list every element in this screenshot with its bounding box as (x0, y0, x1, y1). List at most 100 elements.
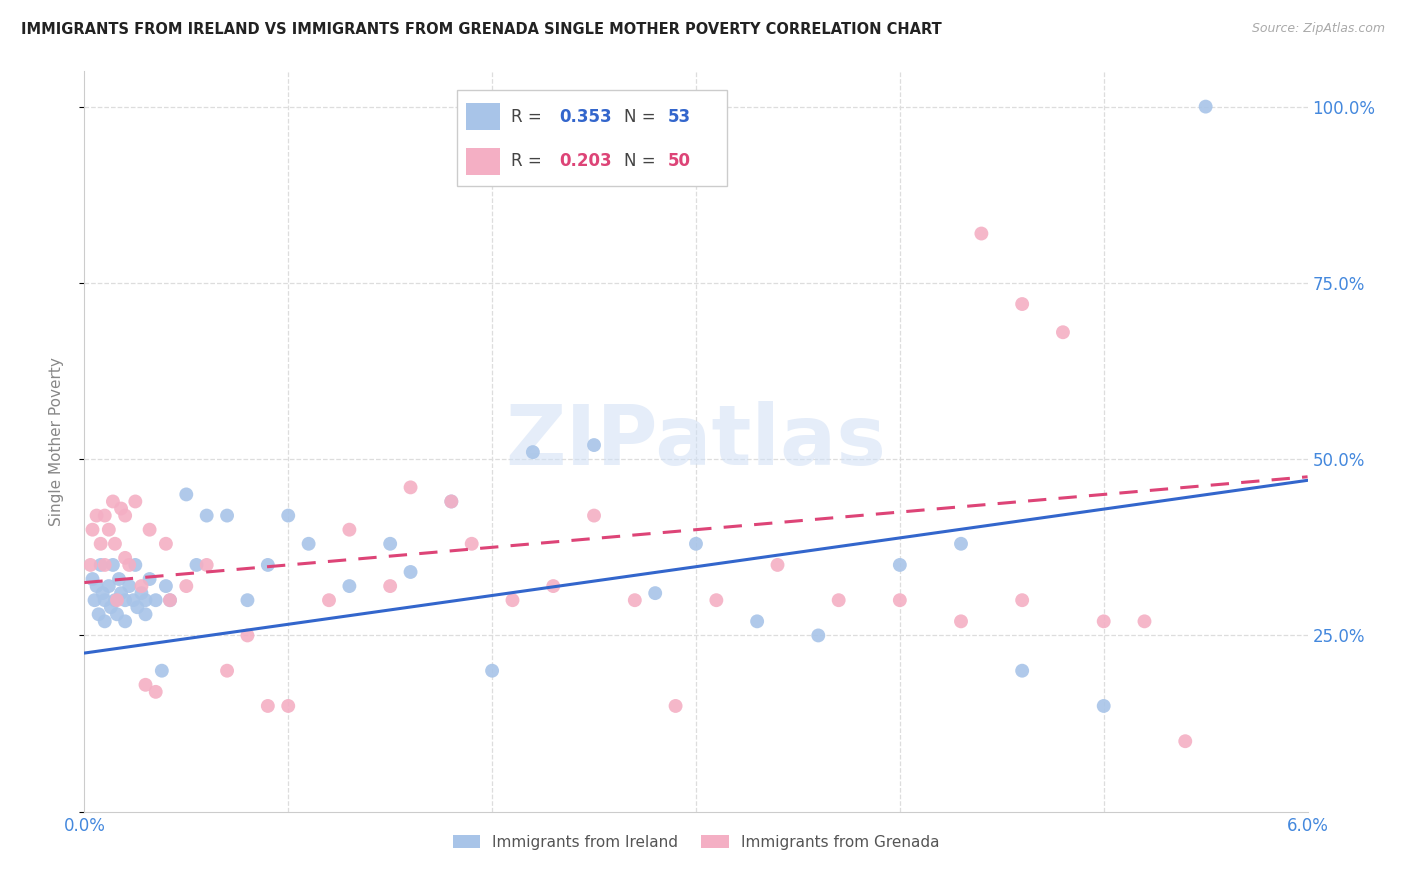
Point (90, 537, 112, 551)
Point (195, 558, 218, 572)
Point (93, 615, 117, 629)
Point (86, 579, 108, 593)
Point (522, 445, 544, 459)
Point (101, 558, 124, 572)
Point (1011, 593, 1033, 607)
Point (114, 550, 136, 565)
Point (298, 537, 321, 551)
Point (502, 593, 524, 607)
Point (79, 558, 101, 572)
Point (685, 537, 707, 551)
Point (828, 593, 851, 607)
Point (236, 628, 259, 642)
Point (93, 593, 117, 607)
Point (889, 593, 911, 607)
Point (399, 565, 422, 579)
Point (1092, 698, 1115, 713)
Point (257, 558, 280, 572)
Point (747, 615, 769, 629)
Point (1092, 615, 1115, 629)
Y-axis label: Single Mother Poverty: Single Mother Poverty (49, 357, 63, 526)
Point (122, 593, 145, 607)
Point (950, 537, 973, 551)
Point (135, 678, 157, 692)
Point (807, 628, 830, 642)
Point (277, 698, 299, 713)
Point (339, 523, 361, 537)
Point (97, 579, 120, 593)
Point (91, 586, 114, 600)
Point (970, 227, 993, 241)
Point (1011, 297, 1033, 311)
Point (114, 593, 136, 607)
Point (110, 501, 132, 516)
Point (135, 607, 157, 622)
Point (176, 487, 198, 501)
Point (399, 480, 422, 494)
Point (135, 593, 157, 607)
Point (86, 508, 108, 523)
Point (1195, 100, 1218, 114)
Point (481, 664, 503, 678)
Point (159, 593, 181, 607)
Point (318, 593, 340, 607)
Point (217, 508, 239, 523)
Point (105, 593, 128, 607)
Point (93, 558, 117, 572)
Point (118, 579, 141, 593)
Point (176, 579, 198, 593)
Point (461, 537, 484, 551)
Point (889, 558, 911, 572)
Point (380, 537, 402, 551)
Point (624, 593, 647, 607)
Point (108, 572, 131, 586)
Point (1133, 615, 1156, 629)
Point (766, 558, 789, 572)
Point (644, 586, 666, 600)
Point (138, 572, 160, 586)
Point (101, 494, 124, 508)
Point (159, 593, 181, 607)
Point (124, 494, 146, 508)
Point (380, 579, 402, 593)
Point (186, 558, 208, 572)
Point (93, 508, 117, 523)
Text: ZIPatlas: ZIPatlas (506, 401, 886, 482)
Point (127, 600, 149, 615)
Point (110, 586, 132, 600)
Point (150, 664, 173, 678)
Point (105, 607, 128, 622)
Point (195, 508, 218, 523)
Point (145, 685, 167, 699)
Point (440, 494, 463, 508)
Point (97, 523, 120, 537)
Point (138, 523, 160, 537)
Point (583, 508, 606, 523)
Point (155, 537, 177, 551)
Point (118, 558, 141, 572)
Point (90, 558, 112, 572)
Point (114, 508, 136, 523)
Point (155, 579, 177, 593)
Point (217, 664, 239, 678)
Point (277, 508, 299, 523)
Text: IMMIGRANTS FROM IRELAND VS IMMIGRANTS FROM GRENADA SINGLE MOTHER POVERTY CORRELA: IMMIGRANTS FROM IRELAND VS IMMIGRANTS FR… (21, 22, 942, 37)
Point (339, 579, 361, 593)
Point (131, 586, 153, 600)
Point (114, 615, 136, 629)
Point (1174, 734, 1197, 748)
Point (104, 537, 127, 551)
Point (1052, 325, 1074, 339)
Point (950, 615, 973, 629)
Point (83, 593, 105, 607)
Text: Source: ZipAtlas.com: Source: ZipAtlas.com (1251, 22, 1385, 36)
Point (104, 593, 127, 607)
Legend: Immigrants from Ireland, Immigrants from Grenada: Immigrants from Ireland, Immigrants from… (447, 829, 945, 856)
Point (706, 593, 728, 607)
Point (543, 579, 565, 593)
Point (665, 698, 688, 713)
Point (440, 494, 463, 508)
Point (583, 438, 606, 452)
Point (124, 558, 146, 572)
Point (100, 600, 122, 615)
